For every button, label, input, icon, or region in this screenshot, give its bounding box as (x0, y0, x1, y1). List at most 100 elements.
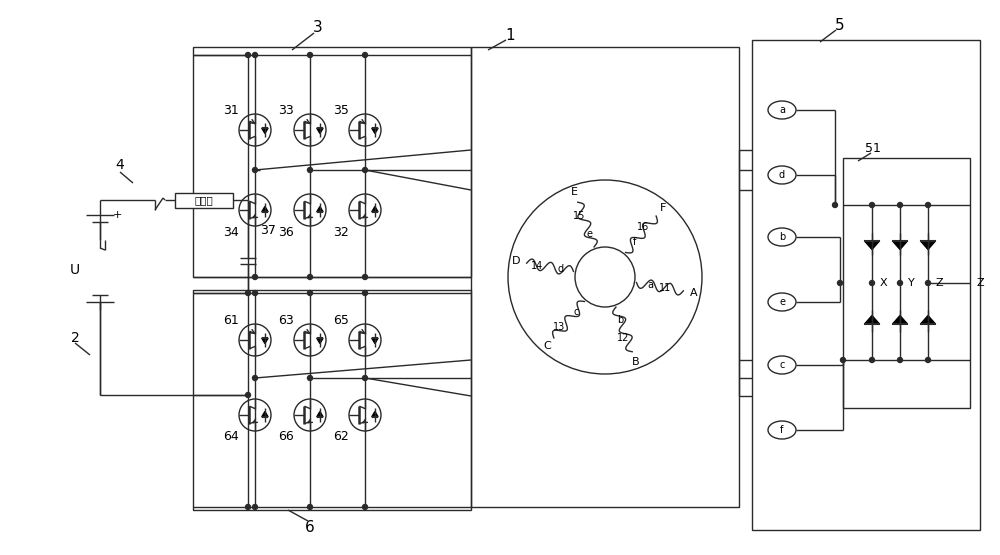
Circle shape (252, 53, 258, 58)
Circle shape (832, 203, 838, 208)
Text: b: b (779, 232, 785, 242)
Text: 3: 3 (313, 21, 323, 36)
Polygon shape (920, 241, 936, 250)
Text: U: U (70, 263, 80, 277)
Bar (175, 193, 233, 208)
Circle shape (926, 357, 930, 362)
Circle shape (252, 168, 258, 173)
Circle shape (252, 376, 258, 381)
Text: 13: 13 (553, 322, 565, 332)
Polygon shape (317, 411, 323, 417)
Circle shape (362, 504, 368, 509)
Circle shape (362, 376, 368, 381)
Text: 37: 37 (260, 224, 276, 236)
Text: X: X (880, 278, 888, 288)
Text: f: f (633, 237, 636, 247)
Ellipse shape (768, 293, 796, 311)
Circle shape (246, 504, 250, 509)
Polygon shape (317, 128, 323, 134)
Circle shape (252, 504, 258, 509)
Circle shape (308, 275, 312, 280)
Circle shape (294, 114, 326, 146)
Text: B: B (632, 357, 640, 367)
Text: 61: 61 (223, 314, 239, 326)
Circle shape (239, 324, 271, 356)
Bar (193, 290, 471, 510)
Circle shape (252, 275, 258, 280)
Polygon shape (864, 315, 880, 324)
Text: Y: Y (908, 278, 915, 288)
Text: 32: 32 (333, 225, 349, 239)
Circle shape (239, 114, 271, 146)
Ellipse shape (768, 228, 796, 246)
Text: 66: 66 (278, 431, 294, 443)
Text: 5: 5 (835, 18, 845, 33)
Circle shape (239, 194, 271, 226)
Ellipse shape (768, 421, 796, 439)
Polygon shape (892, 241, 908, 250)
Circle shape (308, 376, 312, 381)
Circle shape (308, 290, 312, 295)
Text: 64: 64 (223, 431, 239, 443)
Circle shape (252, 290, 258, 295)
Text: 62: 62 (333, 431, 349, 443)
Circle shape (362, 290, 368, 295)
Text: 34: 34 (223, 225, 239, 239)
Circle shape (349, 114, 381, 146)
Circle shape (246, 198, 250, 203)
Text: 2: 2 (71, 331, 79, 345)
Circle shape (294, 194, 326, 226)
Text: d: d (557, 264, 563, 274)
Circle shape (294, 399, 326, 431)
Polygon shape (262, 338, 268, 344)
Polygon shape (920, 315, 936, 324)
Text: e: e (779, 297, 785, 307)
Circle shape (349, 194, 381, 226)
Circle shape (898, 203, 902, 208)
Polygon shape (262, 206, 268, 212)
Polygon shape (372, 338, 378, 344)
Ellipse shape (768, 356, 796, 374)
Circle shape (349, 324, 381, 356)
Text: a: a (779, 105, 785, 115)
Text: 11: 11 (659, 283, 671, 293)
Circle shape (349, 399, 381, 431)
Text: 16: 16 (637, 222, 649, 232)
Circle shape (926, 203, 930, 208)
Text: 31: 31 (223, 103, 239, 117)
Polygon shape (372, 411, 378, 417)
Text: 63: 63 (278, 314, 294, 326)
Text: d: d (779, 170, 785, 180)
Bar (752, 40, 980, 530)
Text: 15: 15 (573, 211, 585, 221)
Circle shape (239, 399, 271, 431)
Polygon shape (372, 128, 378, 134)
Circle shape (294, 324, 326, 356)
Text: c: c (573, 307, 578, 317)
Text: 6: 6 (305, 519, 315, 534)
Text: Z: Z (936, 278, 944, 288)
Text: c: c (779, 360, 785, 370)
Polygon shape (892, 315, 908, 324)
Polygon shape (262, 128, 268, 134)
Circle shape (870, 203, 874, 208)
Bar (843, 158, 970, 408)
Circle shape (840, 357, 846, 362)
Polygon shape (262, 411, 268, 417)
Circle shape (926, 280, 930, 285)
Circle shape (362, 275, 368, 280)
Polygon shape (372, 206, 378, 212)
Text: 51: 51 (865, 142, 881, 154)
Text: 36: 36 (278, 225, 294, 239)
Text: 1: 1 (505, 28, 515, 43)
Text: F: F (660, 203, 666, 213)
Text: f: f (780, 425, 784, 435)
Polygon shape (864, 241, 880, 250)
Text: 14: 14 (531, 261, 543, 271)
Circle shape (870, 357, 874, 362)
Text: 35: 35 (333, 103, 349, 117)
Text: C: C (543, 341, 551, 351)
Text: a: a (647, 280, 653, 290)
Text: D: D (512, 256, 520, 266)
Ellipse shape (768, 101, 796, 119)
